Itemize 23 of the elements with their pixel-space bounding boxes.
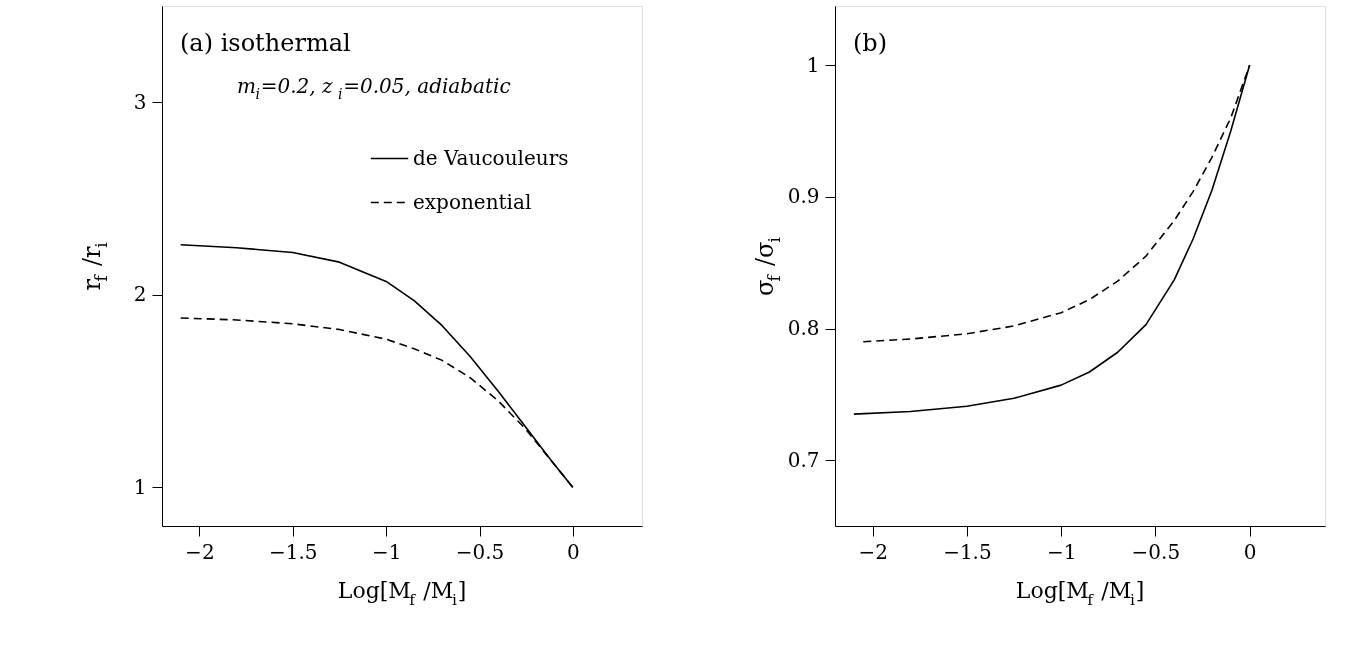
legend-label: exponential	[413, 189, 532, 214]
y-axis-title: rf /ri	[78, 242, 112, 291]
y-tick-label: 0.9	[787, 184, 820, 209]
x-tick-label: −1.5	[943, 539, 992, 564]
y-tick-label: 2	[133, 282, 147, 307]
x-tick-label: −1.5	[268, 539, 318, 564]
y-tick-label: 0.8	[787, 316, 820, 341]
x-tick-label: −1	[1046, 539, 1077, 564]
x-tick-label: −2	[858, 539, 888, 564]
y-tick-label: 1	[806, 52, 820, 77]
x-tick-label: −0.5	[455, 539, 505, 564]
x-tick-label: 0	[567, 539, 580, 564]
x-tick-label: −2	[185, 539, 215, 564]
y-tick-label: 0.7	[787, 447, 820, 472]
annotation: (a) isothermal	[180, 29, 351, 57]
x-tick-label: 0	[1243, 539, 1257, 564]
y-tick-label: 1	[133, 474, 147, 499]
x-tick-label: −1	[371, 539, 402, 564]
y-tick-label: 3	[133, 89, 147, 114]
legend-label: de Vaucouleurs	[413, 145, 569, 170]
annotation: (b)	[853, 29, 888, 57]
x-tick-label: −0.5	[1131, 539, 1181, 564]
y-axis-title: σf /σi	[751, 237, 785, 296]
